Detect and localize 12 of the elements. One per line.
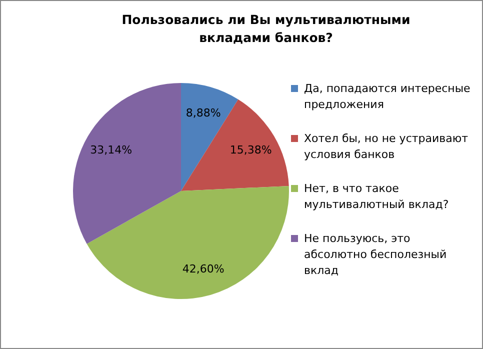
- legend-label: Нет, в что такое мультивалютный вклад?: [304, 181, 450, 213]
- data-label: 15,38%: [230, 144, 272, 157]
- legend-label: Хотел бы, но не устраивают условия банков: [304, 131, 470, 163]
- pie-slice: [73, 83, 181, 244]
- chart-title: Пользовались ли Вы мультивалютными вкладами банков?: [121, 11, 411, 47]
- data-label: 33,14%: [90, 144, 132, 157]
- pie-slice: [86, 186, 289, 299]
- data-label: 8,88%: [186, 106, 221, 120]
- data-label: 42,60%: [182, 262, 224, 276]
- legend-label: Да, попадаются интересные предложения: [304, 81, 471, 113]
- legend-label: Не пользуюсь, это абсолютно бесполезный вклад: [304, 231, 448, 279]
- pie-slice: [181, 99, 289, 191]
